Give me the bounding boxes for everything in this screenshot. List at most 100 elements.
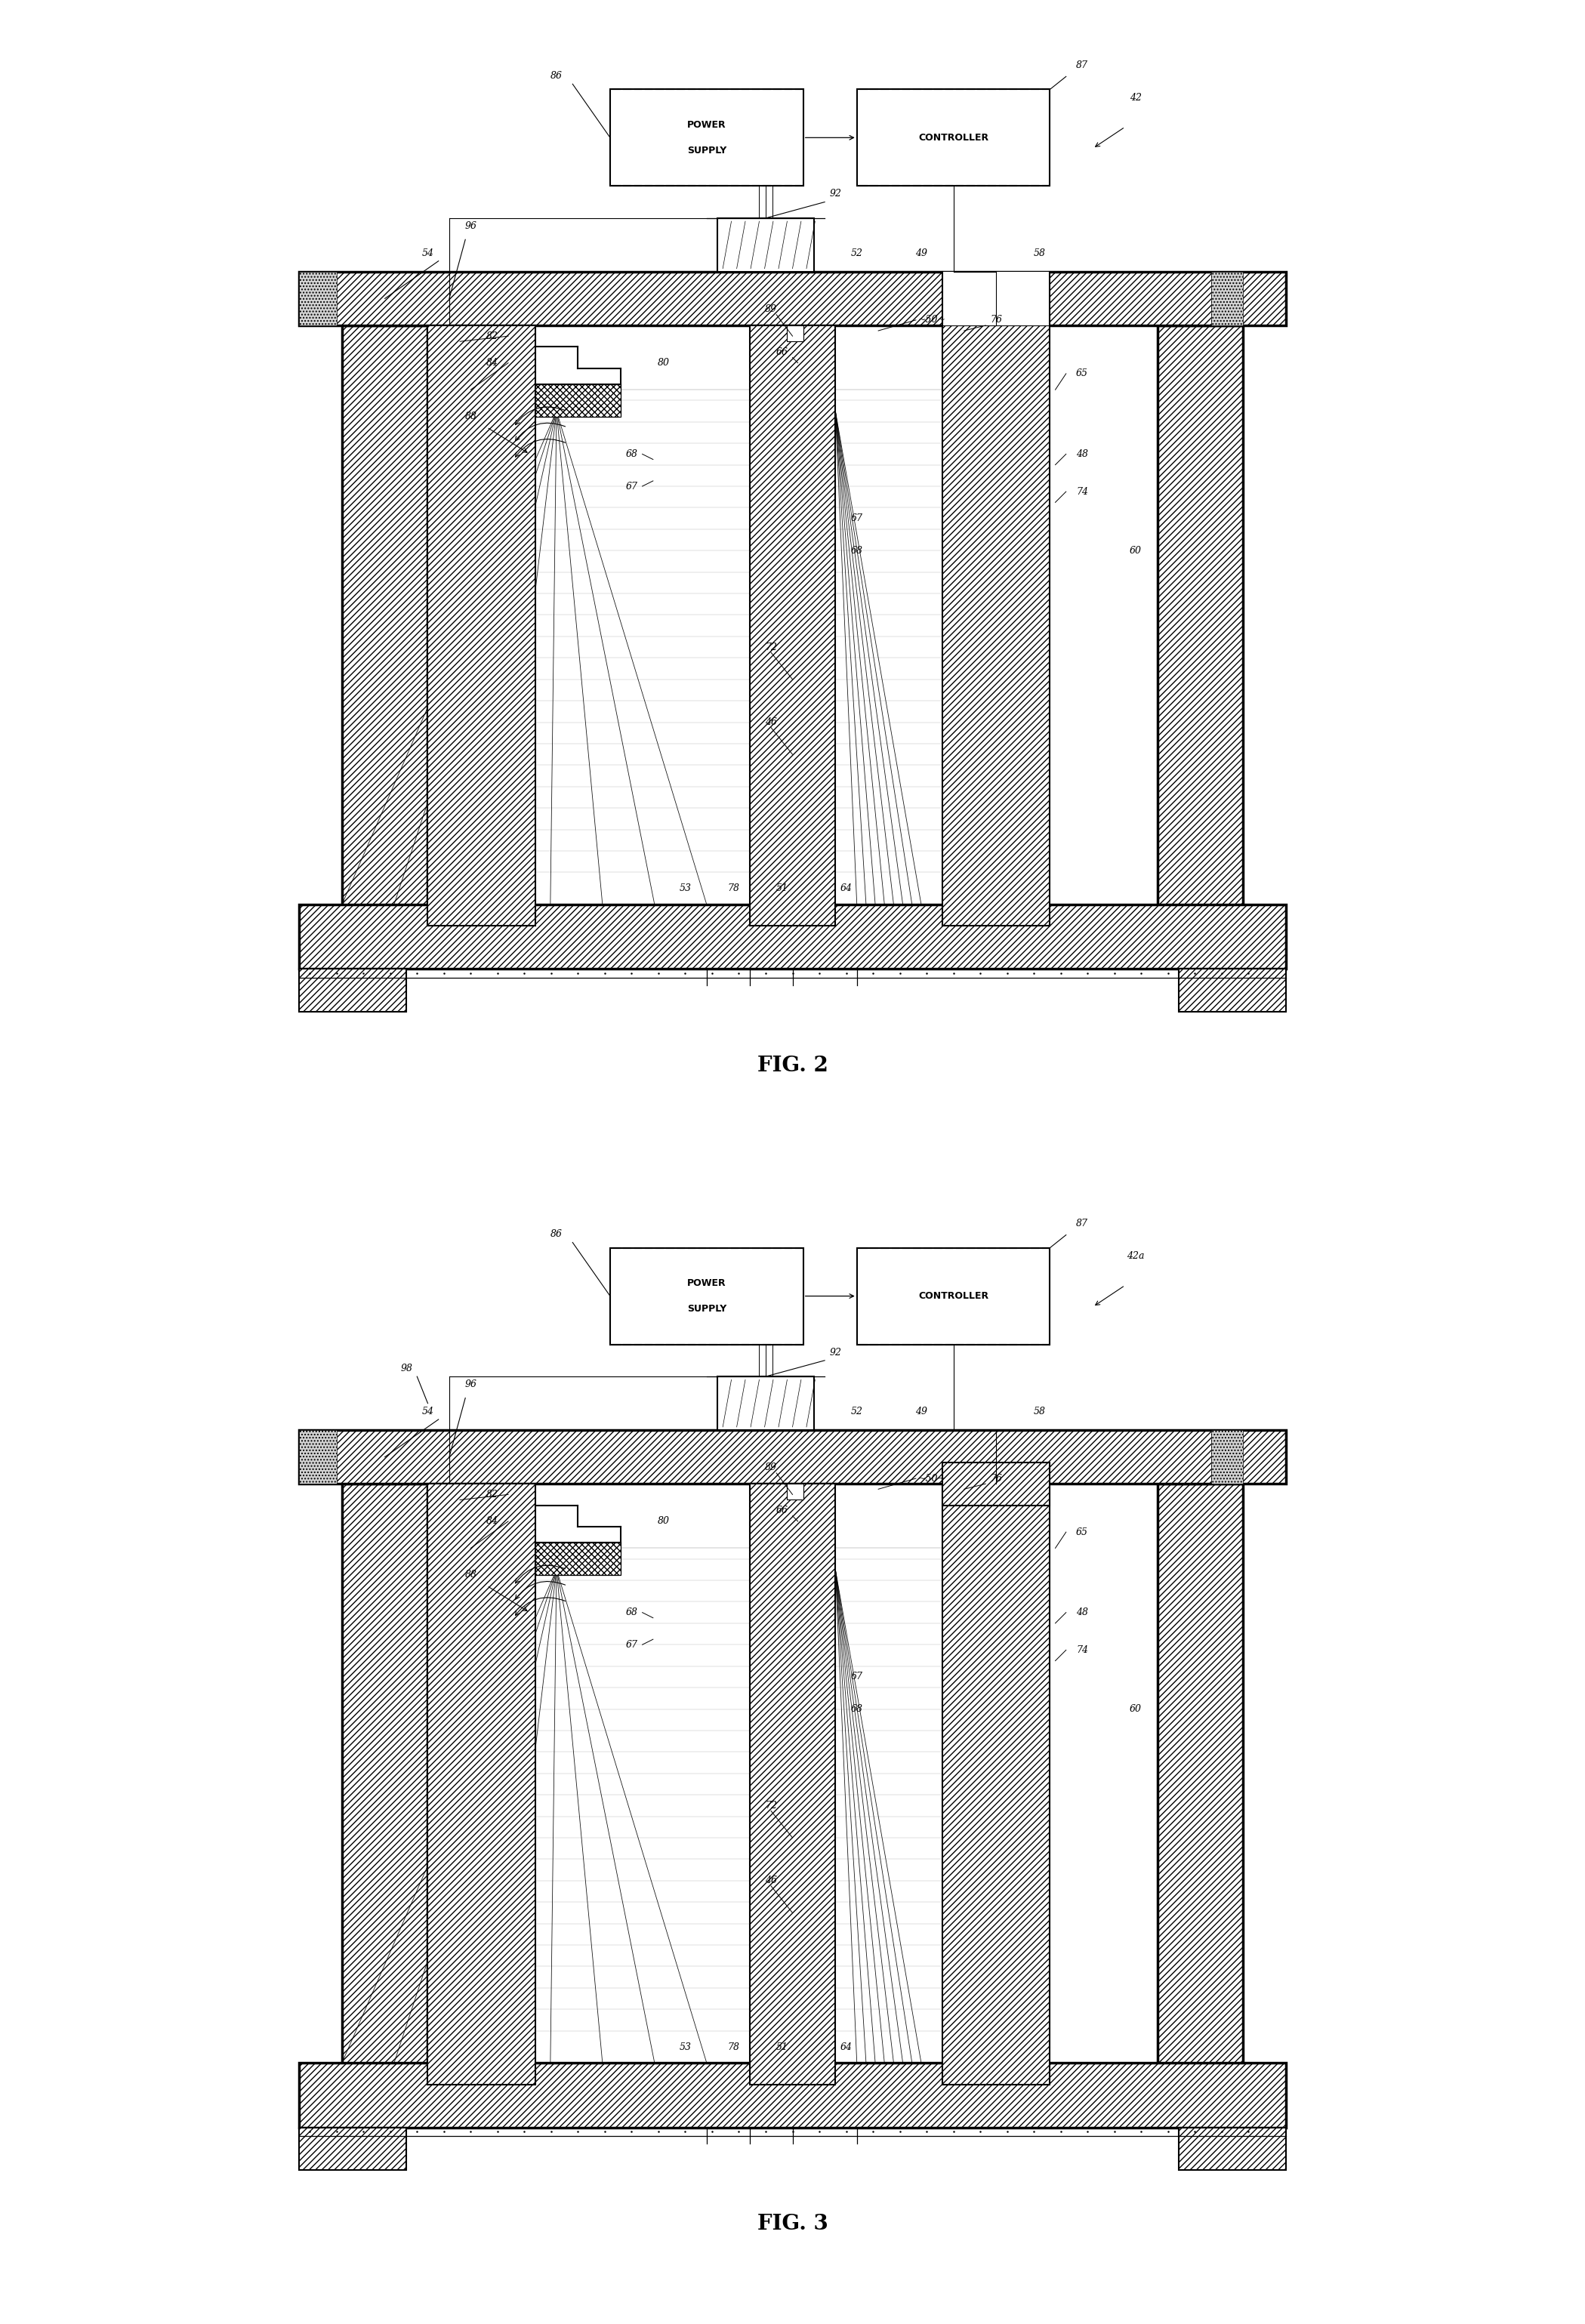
- Bar: [300, 2126, 406, 2171]
- Bar: [1211, 272, 1243, 325]
- Bar: [300, 272, 1285, 325]
- Text: 64: 64: [840, 2043, 853, 2052]
- Bar: [1179, 2126, 1285, 2171]
- Text: 98: 98: [401, 1364, 412, 1373]
- Text: 65: 65: [1076, 370, 1089, 379]
- Text: 51: 51: [775, 2043, 788, 2052]
- Text: 58: 58: [1033, 249, 1045, 258]
- Text: 82: 82: [487, 332, 498, 342]
- Text: 60: 60: [1130, 546, 1141, 555]
- Text: 68: 68: [626, 449, 637, 458]
- Bar: [1211, 1429, 1243, 1483]
- Text: 60: 60: [1130, 1703, 1141, 1713]
- Bar: [1157, 1483, 1243, 2085]
- Bar: [300, 2126, 406, 2171]
- Bar: [300, 1429, 1285, 1483]
- Text: 88: 88: [464, 411, 477, 421]
- Text: 72: 72: [766, 641, 777, 653]
- Bar: [300, 969, 406, 1011]
- Text: 67: 67: [626, 1641, 637, 1650]
- Text: 78: 78: [728, 883, 740, 892]
- Bar: [610, 88, 804, 186]
- Text: 80: 80: [658, 1518, 670, 1527]
- Text: 68: 68: [851, 546, 862, 555]
- Bar: [1179, 969, 1285, 1011]
- Text: 58: 58: [1033, 1406, 1045, 1415]
- Bar: [1157, 325, 1243, 925]
- Bar: [750, 1483, 835, 2085]
- Bar: [536, 383, 621, 416]
- Text: SUPPLY: SUPPLY: [686, 1304, 726, 1313]
- Bar: [718, 218, 815, 272]
- Text: ~50~: ~50~: [918, 1473, 946, 1483]
- Text: 54: 54: [422, 249, 434, 258]
- Text: 87: 87: [1076, 60, 1089, 70]
- Bar: [1179, 2126, 1285, 2171]
- Text: 74: 74: [1076, 486, 1089, 497]
- Text: 65: 65: [1076, 1527, 1089, 1536]
- Text: 92: 92: [829, 188, 842, 200]
- Bar: [300, 272, 336, 325]
- Text: 74: 74: [1076, 1645, 1089, 1655]
- Text: FIG. 3: FIG. 3: [758, 2215, 827, 2233]
- Bar: [300, 1429, 336, 1483]
- Bar: [1157, 325, 1243, 925]
- Bar: [1179, 969, 1285, 1011]
- Bar: [342, 1483, 428, 2085]
- Bar: [943, 1462, 1049, 1506]
- Bar: [300, 272, 1285, 325]
- Bar: [1211, 1429, 1243, 1483]
- Bar: [300, 2064, 1285, 2126]
- Text: 48: 48: [1076, 449, 1089, 458]
- Text: 68: 68: [626, 1608, 637, 1618]
- Bar: [536, 383, 621, 416]
- Bar: [750, 325, 835, 925]
- Text: CONTROLLER: CONTROLLER: [918, 1292, 989, 1301]
- Text: 84: 84: [487, 1518, 498, 1527]
- Bar: [718, 1376, 815, 1429]
- Bar: [428, 1483, 536, 2085]
- Bar: [788, 1483, 804, 1499]
- Text: 42a: 42a: [1127, 1250, 1144, 1262]
- Text: SUPPLY: SUPPLY: [686, 146, 726, 156]
- Text: 84: 84: [487, 358, 498, 367]
- Text: 96: 96: [464, 1380, 477, 1390]
- Bar: [943, 1483, 1049, 2085]
- Bar: [750, 1483, 835, 2085]
- Text: 88: 88: [464, 1571, 477, 1580]
- Bar: [943, 1483, 1049, 2085]
- Text: 78: 78: [728, 2043, 740, 2052]
- Bar: [300, 904, 1285, 969]
- Text: 76: 76: [991, 1473, 1002, 1483]
- Bar: [750, 325, 835, 925]
- Text: 42: 42: [1130, 93, 1141, 102]
- Text: 86: 86: [550, 1229, 563, 1239]
- Bar: [342, 325, 428, 925]
- Text: 46: 46: [766, 718, 777, 727]
- Text: 67: 67: [626, 481, 637, 490]
- Bar: [300, 2064, 1285, 2126]
- Bar: [428, 1483, 536, 2085]
- Bar: [943, 325, 1049, 925]
- Bar: [1157, 1483, 1243, 2085]
- Bar: [342, 325, 428, 925]
- Bar: [943, 1462, 1049, 1506]
- Bar: [943, 325, 1049, 925]
- Text: POWER: POWER: [688, 1278, 726, 1287]
- Text: ~50~: ~50~: [918, 316, 946, 325]
- Text: 89: 89: [766, 1462, 777, 1473]
- Text: 72: 72: [766, 1801, 777, 1810]
- Text: 96: 96: [464, 221, 477, 230]
- Text: 66: 66: [775, 346, 788, 358]
- Bar: [943, 272, 1049, 325]
- Bar: [1211, 272, 1243, 325]
- Text: 67: 67: [851, 514, 862, 523]
- Text: 66: 66: [775, 1506, 788, 1515]
- Text: 87: 87: [1076, 1218, 1089, 1229]
- Bar: [536, 1543, 621, 1576]
- Text: 53: 53: [680, 883, 691, 892]
- Bar: [788, 325, 804, 342]
- Text: 48: 48: [1076, 1608, 1089, 1618]
- Text: 49: 49: [915, 1406, 927, 1415]
- Text: 86: 86: [550, 72, 563, 81]
